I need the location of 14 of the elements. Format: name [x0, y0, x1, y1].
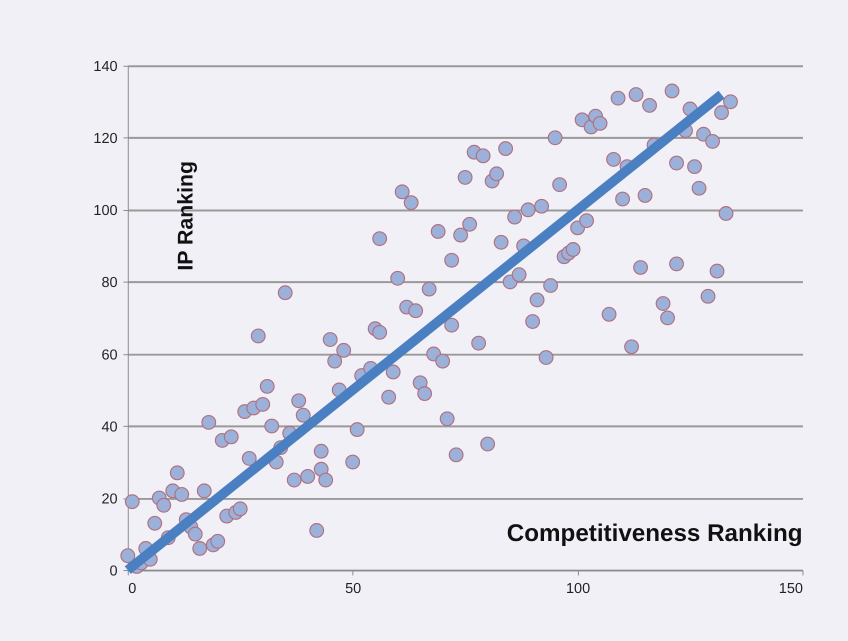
x-axis-title: Competitiveness Ranking	[506, 520, 802, 548]
y-tick-label: 0	[110, 563, 118, 580]
y-tick-label: 140	[93, 59, 118, 76]
x-tick-label: 150	[778, 580, 803, 597]
x-tick-label: 50	[345, 580, 362, 597]
x-tick-label: 100	[566, 580, 590, 597]
y-tick-label: 60	[101, 347, 118, 364]
y-tick-label: 20	[101, 491, 118, 508]
y-tick-label: 120	[93, 131, 118, 148]
y-tick-label: 80	[101, 275, 118, 292]
y-tick-label: 100	[93, 203, 118, 220]
y-tick-label: 40	[101, 419, 118, 436]
y-axis-title: IP Ranking	[174, 161, 198, 271]
x-tick-label: 0	[128, 580, 136, 597]
